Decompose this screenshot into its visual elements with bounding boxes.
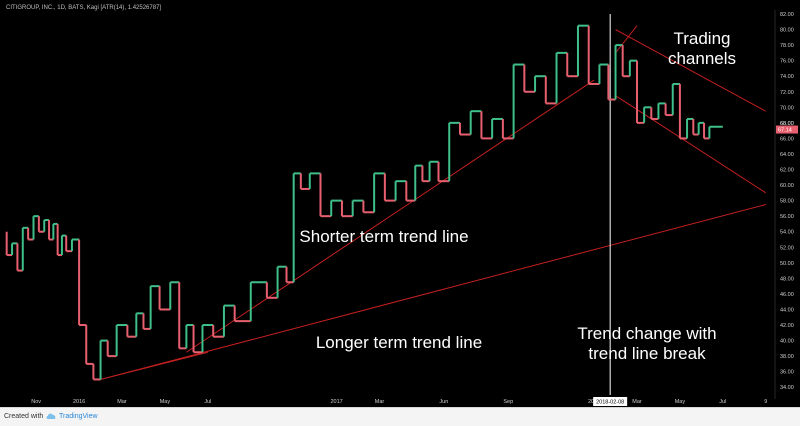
x-tick-label: 2017: [330, 399, 342, 405]
x-tick-label: May: [675, 399, 686, 405]
annotation-break-top: Trend change with: [577, 324, 716, 343]
y-tick-label: 80.00: [780, 28, 794, 34]
chart-canvas[interactable]: CITIGROUP, INC., 1D, BATS, Kagi [ATR(14)…: [0, 0, 800, 407]
x-tick-label: 2016: [73, 399, 85, 405]
price-tag-label: 67.14: [778, 128, 792, 134]
cursor-date-box: [593, 397, 628, 406]
x-tick-label: May: [160, 399, 171, 405]
kagi-chart[interactable]: CITIGROUP, INC., 1D, BATS, Kagi [ATR(14)…: [0, 0, 800, 407]
cursor-date-label: 2018-02-08: [596, 400, 624, 406]
y-tick-label: 48.00: [780, 276, 794, 282]
footer: Created with TradingView: [0, 407, 800, 426]
x-tick-label: Jun: [439, 399, 448, 405]
chart-title: CITIGROUP, INC., 1D, BATS, Kagi [ATR(14)…: [6, 5, 161, 11]
y-tick-label: 38.00: [780, 354, 794, 360]
x-tick-label: Jul: [719, 399, 726, 405]
y-tick-label: 74.00: [780, 74, 794, 80]
annotation-break-bottom: trend line break: [588, 344, 706, 363]
x-tick-label: Mar: [375, 399, 385, 405]
last-price-label: 68.00: [780, 121, 794, 127]
created-with-label: Created with: [4, 413, 44, 420]
y-tick-label: 64.00: [780, 152, 794, 158]
price-tag-box: [776, 125, 798, 134]
y-tick-label: 66.00: [780, 136, 794, 142]
y-tick-label: 78.00: [780, 43, 794, 49]
y-tick-label: 44.00: [780, 307, 794, 313]
y-tick-label: 46.00: [780, 292, 794, 298]
y-tick-label: 54.00: [780, 230, 794, 236]
trend-line-channel-lower: [615, 95, 767, 194]
trend-lines: [100, 14, 767, 395]
chart-background: [0, 0, 800, 407]
x-tick-label: Sep: [503, 399, 513, 405]
y-tick-label: 60.00: [780, 183, 794, 189]
tradingview-link[interactable]: TradingView: [59, 413, 98, 420]
y-tick-label: 68.00: [780, 121, 794, 127]
x-tick-label: Nov: [31, 399, 41, 405]
annotation-channel-bottom: channels: [668, 49, 736, 68]
annotation-channel-top: Trading: [673, 29, 730, 48]
y-tick-label: 34.00: [780, 385, 794, 391]
kagi-series: [5, 24, 723, 381]
x-tick-label: Mar: [632, 399, 642, 405]
y-tick-label: 52.00: [780, 245, 794, 251]
y-tick-label: 36.00: [780, 370, 794, 376]
x-tick-label: 9: [764, 399, 767, 405]
y-tick-label: 42.00: [780, 323, 794, 329]
y-tick-label: 70.00: [780, 105, 794, 111]
y-tick-label: 50.00: [780, 261, 794, 267]
y-tick-label: 82.00: [780, 12, 794, 18]
y-tick-label: 62.00: [780, 168, 794, 174]
y-axis: 34.00 36.00 38.00 40.00 42.00 44.00 46.00 48.00…: [774, 10, 798, 399]
annotation-short-trend: Shorter term trend line: [299, 227, 468, 246]
x-tick-label: Jul: [204, 399, 211, 405]
trend-line-shorter-term: [186, 79, 595, 353]
x-axis: Nov2016MarMayJul2017MarJunSep2018MarMayJ…: [31, 397, 767, 406]
y-tick-label: 76.00: [780, 59, 794, 65]
y-tick-label: 40.00: [780, 339, 794, 345]
x-tick-label: Mar: [117, 399, 127, 405]
trend-line-break-marker: [615, 25, 638, 54]
y-tick-label: 58.00: [780, 199, 794, 205]
y-tick-label: 72.00: [780, 90, 794, 96]
cloud-icon: [46, 413, 56, 419]
annotation-long-trend: Longer term trend line: [316, 333, 482, 352]
y-tick-label: 56.00: [780, 214, 794, 220]
trend-line-channel-upper: [615, 29, 766, 112]
trend-line-longer-term: [100, 204, 766, 380]
